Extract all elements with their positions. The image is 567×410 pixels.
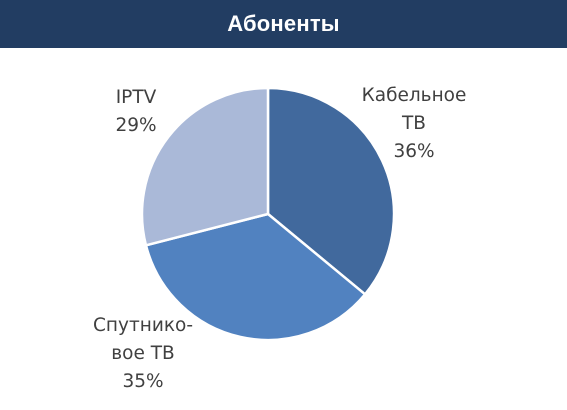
slice-value-label: 29% (115, 115, 156, 136)
slice-label-3: IPTV 29% (115, 87, 156, 136)
title-bar: Абоненты (0, 0, 567, 48)
chart-title: Абоненты (227, 11, 340, 36)
pie-slice-2 (144, 212, 367, 342)
slice-value-label: 36% (393, 141, 434, 162)
slice-category-label: Спутнико- (93, 315, 193, 336)
slice-value-label: 35% (122, 371, 163, 392)
slice-label-2: Спутнико-вое ТВ 35% (93, 315, 193, 392)
slice-category-label: ТВ (401, 113, 426, 134)
slice-category-label: IPTV (116, 87, 157, 108)
pie-slice-3 (140, 86, 270, 247)
slice-label-1: Кабельное ТВ 36% (362, 85, 467, 162)
slice-category-label: вое ТВ (111, 343, 174, 364)
pie-slice-1 (266, 86, 396, 296)
slice-category-label: Кабельное (362, 85, 467, 106)
